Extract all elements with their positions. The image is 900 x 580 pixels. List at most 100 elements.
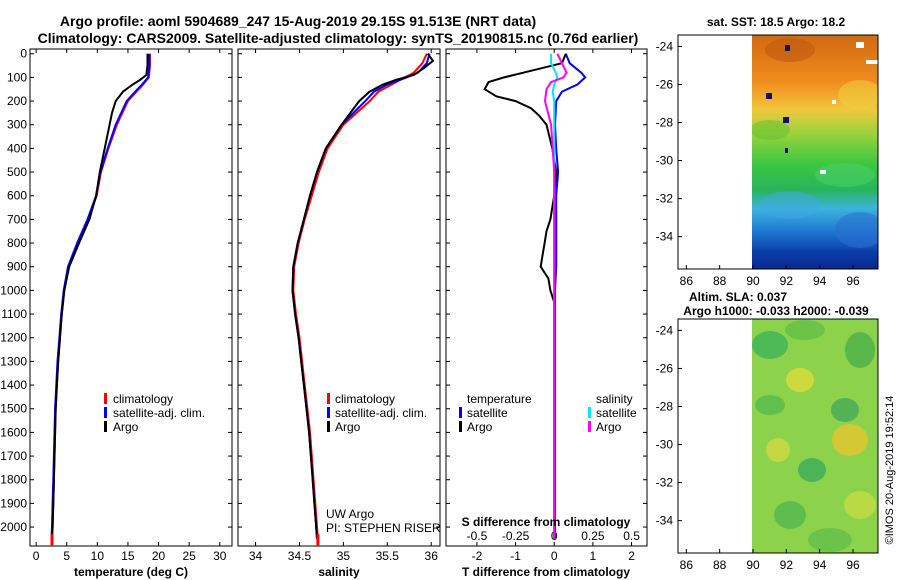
depth-tick-label: 2000 — [0, 520, 27, 534]
legend-t-satellite-swatch — [459, 407, 462, 418]
legend-satellite-swatch — [104, 407, 107, 418]
temperature-profile-panel: 0100200300400500600700800900100011001200… — [0, 47, 647, 579]
credit-line2: PI: STEPHEN RISER — [326, 521, 441, 535]
lat-tick-label: -34 — [656, 514, 674, 528]
lon-tick-label: 92 — [780, 558, 794, 572]
x-tick-label: 2 — [628, 549, 635, 563]
lon-tick-label: 92 — [780, 274, 794, 288]
lat-tick-label: -34 — [656, 230, 674, 244]
lon-tick-label: 86 — [680, 558, 694, 572]
x-tick-label: 10 — [91, 549, 105, 563]
lat-tick-label: -30 — [656, 438, 674, 452]
depth-tick-label: 1800 — [0, 473, 27, 487]
lon-tick-label: 94 — [813, 274, 827, 288]
difference-profile-panel: -2 -1 0 1 2 -0.5 -0.25 0 0.25 0.5 S difference f… — [445, 48, 648, 579]
figure-title-line2: Climatology: CARS2009. Satellite-adjuste… — [38, 30, 639, 46]
x-tick-label: 35.5 — [376, 549, 400, 563]
lat-tick-label: -32 — [656, 476, 674, 490]
depth-tick-label: 1600 — [0, 425, 27, 439]
legend-argo-swatch — [104, 421, 107, 432]
series-line-argo — [291, 53, 435, 539]
depth-tick-label: 0 — [20, 47, 27, 61]
x-tick-label: 25 — [182, 549, 196, 563]
difference-series — [483, 53, 587, 539]
x-tick-label: 0 — [33, 549, 40, 563]
salinity-legend: climatology satellite-adj. clim. Argo — [327, 392, 427, 434]
depth-tick-label: 1900 — [0, 496, 27, 510]
legend-temperature-title: temperature — [467, 392, 532, 406]
legend-satellite-label: satellite-adj. clim. — [113, 406, 205, 420]
sla-texture — [752, 320, 876, 552]
depth-tick-label: 400 — [7, 141, 27, 155]
salinity-profile-panel: 34 34.5 35 35.5 36 salinity climatology sate… — [237, 48, 441, 579]
legend-s-satellite-label: satellite — [596, 406, 637, 420]
depth-tick-label: 600 — [7, 189, 27, 203]
temperature-axis: 0 5 10 15 20 25 30 — [33, 49, 227, 563]
lon-tick-label: 96 — [846, 558, 860, 572]
x-tick-label: 20 — [152, 549, 166, 563]
lon-tick-label: 88 — [713, 274, 727, 288]
depth-axis: 0 100 200 300 400 500 600 700 800 900 1000 1100 1200… — [0, 47, 647, 534]
sst-map-panel: sat. SST: 18.5 Argo: 18.2 86 88 90 92 94 96 -… — [656, 15, 879, 288]
legend-satellite-label: satellite-adj. clim. — [335, 406, 427, 420]
lat-tick-label: -32 — [656, 192, 674, 206]
salinity-plot-frame — [237, 48, 441, 547]
legend-t-argo-label: Argo — [467, 420, 493, 434]
t-difference-axis: -2 -1 0 1 2 — [472, 49, 635, 563]
legend-climatology-label: climatology — [335, 392, 395, 406]
legend-t-argo-swatch — [459, 421, 462, 432]
series-line-satellite-adj-clim- — [50, 53, 151, 539]
lat-tick-label: -30 — [656, 154, 674, 168]
lon-tick-label: 94 — [813, 558, 827, 572]
figure-title-line1: Argo profile: aoml 5904689_247 15-Aug-20… — [60, 13, 536, 29]
temperature-plot-frame — [29, 48, 233, 547]
x-tick-label: 34 — [249, 549, 263, 563]
lat-tick-label: -26 — [656, 361, 674, 375]
depth-tick-label: 700 — [7, 212, 27, 226]
x-tick-label: 1 — [590, 549, 597, 563]
x-tick-label: 36 — [425, 549, 439, 563]
series-line-climatology — [292, 53, 428, 539]
salinity-axis: 34 34.5 35 35.5 36 — [249, 49, 438, 563]
x-tick-label: 34.5 — [288, 549, 312, 563]
series-line-argo — [51, 53, 149, 539]
depth-tick-label: 1000 — [0, 283, 27, 297]
lon-tick-label: 90 — [746, 558, 760, 572]
s-difference-label: S difference from climatology — [462, 515, 631, 529]
depth-tick-label: 200 — [7, 94, 27, 108]
difference-plot-frame — [445, 48, 648, 547]
temperature-xlabel: temperature (deg C) — [74, 565, 188, 579]
sst-map-title: sat. SST: 18.5 Argo: 18.2 — [707, 15, 846, 29]
sla-map-title: Altim. SLA: 0.037 — [689, 290, 787, 304]
difference-legend: temperature salinity satellite Argo sate… — [459, 392, 637, 434]
x-tick-label: 0 — [551, 549, 558, 563]
legend-s-argo-label: Argo — [596, 420, 622, 434]
sla-map-panel: Altim. SLA: 0.037 Argo h1000: -0.033 h20… — [656, 290, 879, 572]
sst-map-frame — [677, 34, 879, 270]
s-tick-label: -0.5 — [467, 529, 488, 543]
sst-longitude-axis: 86 88 90 92 94 96 — [680, 265, 860, 288]
t-difference-label: T difference from climatology — [462, 565, 630, 579]
sst-latitude-axis: -24 -26 -28 -30 -32 -34 — [656, 39, 682, 244]
x-tick-label: 15 — [121, 549, 135, 563]
legend-salinity-title: salinity — [596, 392, 633, 406]
credit-line1: UW Argo — [326, 507, 374, 521]
legend-t-satellite-label: satellite — [467, 406, 508, 420]
legend-climatology-label: climatology — [113, 392, 173, 406]
salinity-xlabel: salinity — [318, 565, 360, 579]
legend-climatology-swatch — [104, 393, 107, 404]
depth-tick-label: 1700 — [0, 449, 27, 463]
sla-longitude-axis: 86 88 90 92 94 96 — [680, 549, 860, 572]
lon-tick-label: 86 — [680, 274, 694, 288]
lat-tick-label: -24 — [656, 323, 674, 337]
legend-argo-label: Argo — [335, 420, 361, 434]
legend-argo-label: Argo — [113, 420, 139, 434]
depth-tick-label: 100 — [7, 70, 27, 84]
depth-tick-label: 1300 — [0, 354, 27, 368]
depth-tick-label: 500 — [7, 165, 27, 179]
lat-tick-label: -28 — [656, 400, 674, 414]
depth-tick-label: 1500 — [0, 402, 27, 416]
s-tick-label: 0.25 — [581, 529, 605, 543]
sla-latitude-axis: -24 -26 -28 -30 -32 -34 — [656, 323, 682, 528]
